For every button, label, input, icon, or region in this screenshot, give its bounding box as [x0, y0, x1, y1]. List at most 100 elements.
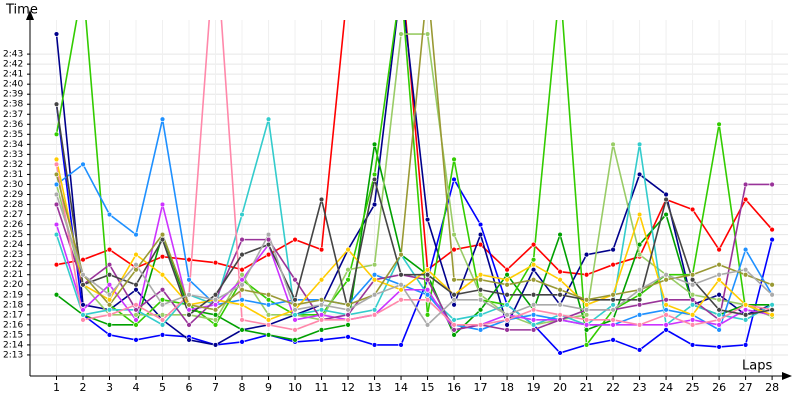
- data-point: [371, 171, 378, 178]
- data-point: [239, 297, 245, 303]
- data-point: [106, 292, 113, 298]
- data-point: [742, 272, 749, 278]
- data-point: [451, 302, 457, 308]
- data-point: [53, 201, 60, 208]
- x-tick-label: 8: [239, 381, 246, 394]
- data-point: [318, 307, 325, 313]
- data-point: [371, 261, 378, 268]
- data-point: [53, 191, 60, 198]
- data-point: [530, 327, 537, 333]
- y-tick-label: 2:18: [3, 300, 23, 310]
- data-point: [133, 261, 139, 268]
- data-point: [186, 256, 192, 263]
- data-point: [530, 292, 537, 298]
- data-point: [663, 196, 669, 203]
- data-point: [504, 277, 510, 283]
- series-line: [55, 104, 773, 354]
- data-point: [424, 267, 431, 273]
- data-point: [689, 302, 696, 308]
- data-point: [292, 297, 298, 303]
- data-point: [477, 221, 484, 228]
- data-point: [769, 307, 775, 313]
- data-point: [424, 312, 431, 318]
- data-point: [504, 322, 510, 328]
- data-point: [133, 251, 139, 258]
- y-tick-label: 2:33: [3, 150, 23, 160]
- data-point: [530, 241, 537, 248]
- data-point: [742, 267, 749, 273]
- data-point: [636, 322, 643, 328]
- data-point: [292, 277, 298, 283]
- data-point: [663, 191, 669, 198]
- data-point: [742, 342, 749, 348]
- data-point: [636, 347, 643, 353]
- data-point: [318, 337, 325, 343]
- data-point: [742, 181, 749, 188]
- data-point: [769, 226, 775, 233]
- data-point: [477, 307, 484, 313]
- data-point: [689, 317, 696, 323]
- data-point: [292, 327, 298, 333]
- data-point: [80, 256, 86, 263]
- x-tick-label: 13: [368, 381, 382, 394]
- data-point: [689, 297, 696, 303]
- data-point: [53, 261, 60, 268]
- data-point: [212, 297, 219, 303]
- series-line: [55, 159, 773, 321]
- x-tick-label: 15: [421, 381, 435, 394]
- data-point: [716, 307, 722, 313]
- data-point: [159, 231, 166, 238]
- data-point: [716, 277, 722, 283]
- x-tick-label: 10: [288, 381, 302, 394]
- data-point: [265, 292, 272, 298]
- data-point: [451, 317, 457, 323]
- data-point: [530, 267, 537, 273]
- data-point: [53, 221, 60, 228]
- data-point: [451, 327, 457, 333]
- data-point: [477, 277, 484, 283]
- data-point: [53, 131, 60, 138]
- data-point: [716, 344, 722, 350]
- data-point: [186, 322, 192, 328]
- data-point: [239, 339, 245, 345]
- data-point: [504, 312, 510, 318]
- data-point: [530, 307, 537, 313]
- data-point: [345, 267, 351, 273]
- data-point: [106, 246, 113, 253]
- data-point: [451, 246, 457, 253]
- y-tick-label: 2:19: [3, 290, 23, 300]
- data-point: [186, 312, 192, 318]
- data-point: [689, 206, 696, 213]
- data-point: [265, 332, 272, 338]
- data-point: [636, 302, 643, 308]
- data-point: [371, 342, 378, 348]
- data-point: [265, 251, 272, 258]
- x-tick-label: 7: [212, 381, 219, 394]
- data-point: [504, 292, 510, 298]
- y-tick-label: 2:23: [3, 250, 23, 260]
- y-tick-label: 2:27: [3, 210, 23, 220]
- data-point: [583, 312, 590, 318]
- data-point: [371, 141, 378, 148]
- data-point: [239, 327, 245, 333]
- data-point: [106, 302, 113, 308]
- x-tick-label: 1: [53, 381, 60, 394]
- data-point: [663, 272, 669, 278]
- data-point: [583, 302, 590, 308]
- data-point: [159, 297, 166, 303]
- data-point: [557, 317, 563, 323]
- data-point: [371, 201, 378, 208]
- data-point: [239, 317, 245, 323]
- data-point: [716, 292, 722, 298]
- data-point: [159, 236, 166, 243]
- data-point: [106, 312, 113, 318]
- data-point: [689, 292, 696, 298]
- y-tick-label: 2:22: [3, 260, 23, 270]
- y-tick-label: 2:35: [3, 130, 23, 140]
- data-point: [133, 231, 139, 238]
- data-point: [186, 307, 192, 313]
- y-tick-label: 2:21: [3, 270, 23, 280]
- data-point: [318, 277, 325, 283]
- data-point: [424, 292, 431, 298]
- data-point: [742, 196, 749, 203]
